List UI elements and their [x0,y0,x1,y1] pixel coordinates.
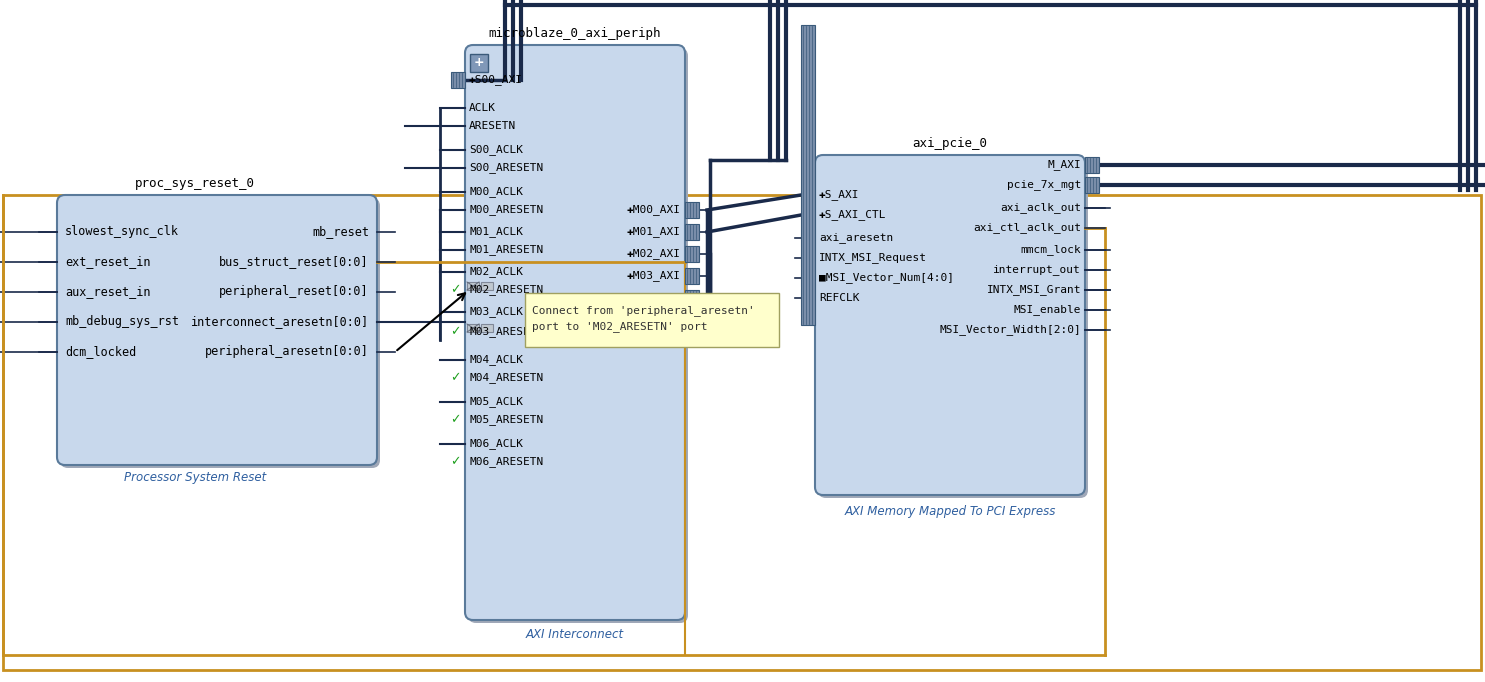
FancyBboxPatch shape [818,158,1089,498]
Text: proc_sys_reset_0: proc_sys_reset_0 [135,177,255,190]
Text: M00_ARESETN: M00_ARESETN [469,205,544,216]
Text: M02_ACLK: M02_ACLK [469,267,523,278]
Text: axi_aresetn: axi_aresetn [820,233,894,243]
Text: M05_ARESETN: M05_ARESETN [469,415,544,426]
Text: MSI_enable: MSI_enable [1013,305,1081,316]
Text: INTX_MSI_Grant: INTX_MSI_Grant [986,284,1081,295]
Text: +: + [474,57,484,70]
Text: M05_ACLK: M05_ACLK [469,396,523,407]
Text: axi_pcie_0: axi_pcie_0 [912,136,988,149]
Text: dcm_locked: dcm_locked [65,346,137,359]
Text: M03_ACLK: M03_ACLK [469,306,523,317]
Bar [466,282,480,290]
Text: peripheral_reset[0:0]: peripheral_reset[0:0] [220,286,368,299]
Bar [481,324,493,332]
Text: interconnect_aresetn[0:0]: interconnect_aresetn[0:0] [192,316,368,329]
Text: ACLK: ACLK [469,103,496,113]
Text: ✚M04_AXI: ✚M04_AXI [627,293,682,303]
Text: M_AXI: M_AXI [1047,160,1081,170]
Text: ✓: ✓ [450,372,460,385]
Text: ext_reset_in: ext_reset_in [65,256,150,269]
Bar [685,202,699,218]
Bar [685,246,699,262]
Text: M02_ARESETN: M02_ARESETN [469,284,544,295]
Text: bus_struct_reset[0:0]: bus_struct_reset[0:0] [220,256,368,269]
FancyBboxPatch shape [59,198,380,468]
Text: ✚S_AXI: ✚S_AXI [820,190,860,201]
Text: port to 'M02_ARESETN' port: port to 'M02_ARESETN' port [532,321,707,332]
Bar [685,224,699,240]
Text: aux_reset_in: aux_reset_in [65,286,150,299]
Text: M01_ACLK: M01_ACLK [469,226,523,237]
Text: pcie_7x_mgt: pcie_7x_mgt [1007,179,1081,190]
Bar [1086,157,1099,173]
Text: ✚S_AXI_CTL: ✚S_AXI_CTL [820,209,887,220]
Bar [685,290,699,306]
Text: S00_ARESETN: S00_ARESETN [469,162,544,173]
Text: M06_ARESETN: M06_ARESETN [469,456,544,467]
Text: ✚M01_AXI: ✚M01_AXI [627,226,682,237]
Bar [451,72,465,88]
Bar [3,195,1481,670]
FancyBboxPatch shape [465,45,685,620]
Text: INTX_MSI_Request: INTX_MSI_Request [820,252,927,263]
Text: M00_ACLK: M00_ACLK [469,187,523,198]
Text: interrupt_out: interrupt_out [993,265,1081,276]
Text: M04_ACLK: M04_ACLK [469,355,523,366]
Bar [481,282,493,290]
Text: M06_ACLK: M06_ACLK [469,439,523,449]
Bar [800,25,815,325]
Text: M04_ARESETN: M04_ARESETN [469,372,544,383]
Text: slowest_sync_clk: slowest_sync_clk [65,226,180,239]
Text: ✚S00_AXI: ✚S00_AXI [469,74,523,85]
Text: M01_ARESETN: M01_ARESETN [469,245,544,256]
Text: ✓: ✓ [450,284,460,297]
Text: Connect from 'peripheral_aresetn': Connect from 'peripheral_aresetn' [532,306,754,316]
Text: MSI_Vector_Width[2:0]: MSI_Vector_Width[2:0] [939,325,1081,336]
Text: ✚M02_AXI: ✚M02_AXI [627,248,682,259]
Text: ✓: ✓ [450,325,460,338]
Text: S00_ACLK: S00_ACLK [469,145,523,155]
Bar [469,54,489,72]
Text: AXI Memory Mapped To PCI Express: AXI Memory Mapped To PCI Express [845,505,1056,518]
Text: mb_debug_sys_rst: mb_debug_sys_rst [65,316,180,329]
Bar [466,324,480,332]
FancyBboxPatch shape [526,293,780,347]
Text: M03_ARESETN: M03_ARESETN [469,327,544,338]
FancyBboxPatch shape [815,155,1086,495]
Text: ARESETN: ARESETN [469,121,517,131]
Bar [685,268,699,284]
Text: REFCLK: REFCLK [820,293,860,303]
Text: mb_reset: mb_reset [312,226,368,239]
Bar [1086,177,1099,193]
Text: ✚M03_AXI: ✚M03_AXI [627,271,682,282]
Text: axi_ctl_aclk_out: axi_ctl_aclk_out [973,222,1081,233]
Text: ✓: ✓ [450,413,460,426]
FancyBboxPatch shape [468,48,688,623]
Text: Processor System Reset: Processor System Reset [123,471,266,484]
Text: ✚M00_AXI: ✚M00_AXI [627,205,682,216]
Text: peripheral_aresetn[0:0]: peripheral_aresetn[0:0] [205,346,368,359]
FancyBboxPatch shape [56,195,377,465]
Text: AXI Interconnect: AXI Interconnect [526,629,624,642]
Text: microblaze_0_axi_periph: microblaze_0_axi_periph [489,27,661,40]
Text: ✓: ✓ [450,456,460,469]
Text: mmcm_lock: mmcm_lock [1020,245,1081,256]
Text: ■MSI_Vector_Num[4:0]: ■MSI_Vector_Num[4:0] [820,273,953,284]
Text: axi_aclk_out: axi_aclk_out [999,203,1081,213]
